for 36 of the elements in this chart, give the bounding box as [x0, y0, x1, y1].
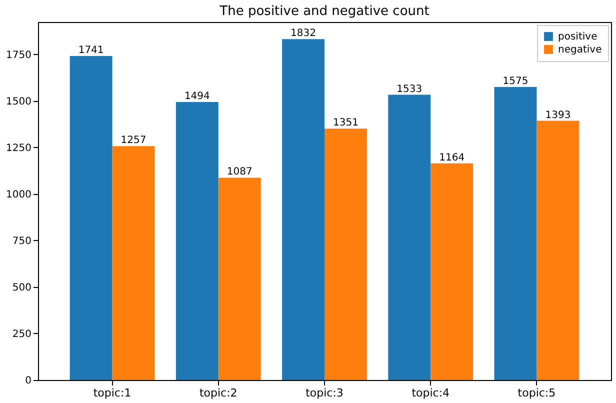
bar: [176, 102, 218, 380]
x-tick-label: topic:2: [199, 386, 238, 400]
x-tick-label: topic:5: [518, 386, 556, 400]
data-label: 1393: [545, 110, 571, 121]
x-tick-label: topic:3: [306, 386, 344, 400]
y-tick-label: 750: [12, 236, 32, 247]
bar: [388, 94, 431, 380]
bar: [494, 86, 537, 380]
y-tick-label: 1000: [6, 189, 32, 200]
x-tick-label: topic:4: [412, 386, 450, 400]
y-tick-label: 1500: [6, 96, 32, 108]
legend-label: positive: [558, 32, 598, 42]
data-label: 1533: [396, 84, 422, 95]
bar: [430, 163, 474, 380]
y-tick-label: 0: [25, 376, 32, 386]
legend-label: negative: [558, 44, 602, 56]
y-tick-label: 250: [12, 328, 32, 340]
bar: [282, 39, 324, 380]
bar: [536, 120, 580, 380]
data-label: 1832: [290, 28, 316, 40]
data-label: 1575: [502, 76, 528, 87]
y-tick-label: 1250: [6, 142, 32, 154]
data-label: 1351: [332, 118, 358, 129]
x-tick-label: topic:1: [93, 386, 132, 400]
bar: [218, 178, 261, 380]
data-label: 1164: [439, 152, 465, 164]
chart-title: The positive and negative count: [218, 4, 430, 19]
bar: [112, 146, 155, 380]
data-label: 1087: [226, 166, 252, 178]
data-label: 1741: [78, 45, 104, 56]
bar: [70, 56, 112, 380]
bar: [324, 128, 367, 380]
y-tick-label: 1750: [6, 50, 32, 61]
y-tick-label: 500: [12, 282, 32, 294]
data-label: 1257: [120, 135, 146, 146]
data-label: 1494: [184, 91, 210, 102]
